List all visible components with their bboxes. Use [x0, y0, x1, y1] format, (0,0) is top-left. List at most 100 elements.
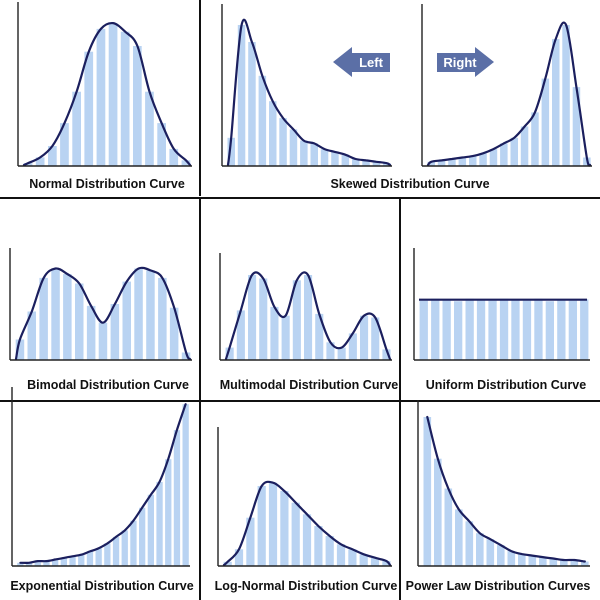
distribution-curve	[224, 271, 392, 361]
histogram-bar	[225, 347, 234, 360]
histogram-bar	[234, 549, 244, 566]
distribution-curve	[426, 415, 586, 563]
histogram-bar	[528, 555, 537, 566]
histogram-bar	[444, 488, 453, 566]
histogram-bar	[292, 280, 301, 360]
histogram-bar	[557, 300, 566, 360]
histogram-bar	[488, 300, 497, 360]
multimodal-distribution-chart	[219, 253, 392, 361]
histogram-bar	[326, 342, 335, 360]
histogram-bar	[181, 352, 191, 360]
histogram-bar	[454, 301, 463, 360]
histogram-bar	[157, 123, 166, 166]
histogram-bar	[331, 151, 339, 166]
histogram-bar	[112, 536, 120, 566]
histogram-bar	[60, 123, 69, 166]
histogram-bar	[581, 561, 589, 566]
histogram-bar	[419, 300, 428, 360]
histogram-bar	[423, 417, 432, 566]
normal-caption: Normal Distribution Curve	[29, 177, 185, 191]
histogram-bar	[110, 304, 120, 360]
histogram-bar	[43, 561, 50, 566]
histogram-bar	[15, 339, 25, 360]
left-arrow: Left	[333, 47, 390, 77]
histogram-bar	[120, 31, 130, 167]
histogram-bar	[60, 557, 67, 566]
histogram-bar	[382, 349, 391, 360]
histogram-bar	[281, 315, 290, 360]
histogram-bar	[372, 161, 381, 166]
exponential-distribution-chart	[11, 387, 190, 567]
histogram-bar	[139, 507, 146, 566]
histogram-bar	[63, 274, 72, 360]
histogram-bar	[545, 301, 554, 360]
histogram-bar	[181, 160, 191, 166]
histogram-bar	[315, 313, 324, 360]
histogram-bar	[133, 46, 142, 166]
uniform-caption: Uniform Distribution Curve	[426, 378, 586, 392]
histogram-bar	[270, 306, 279, 360]
histogram-bar	[108, 23, 118, 166]
histogram-bar	[84, 51, 94, 167]
histogram-bar	[359, 554, 368, 566]
left-skewed-chart	[421, 4, 592, 167]
histogram-bar	[280, 491, 289, 566]
histogram-bar	[534, 298, 543, 361]
histogram-bar	[341, 154, 350, 166]
histogram-bar	[500, 143, 508, 166]
histogram-bar	[134, 268, 143, 360]
histogram-bar	[48, 146, 57, 166]
histogram-bar	[223, 561, 232, 566]
histogram-bar	[289, 129, 298, 166]
histogram-bar	[520, 126, 529, 166]
histogram-bar	[51, 268, 60, 360]
histogram-bar	[383, 163, 391, 166]
histogram-bar	[489, 149, 498, 166]
uniform-distribution-chart	[413, 248, 590, 361]
histogram-bar	[336, 544, 346, 566]
histogram-bar	[182, 404, 189, 566]
histogram-bar	[35, 157, 45, 166]
histogram-bar	[86, 551, 94, 566]
histogram-bar	[486, 539, 495, 566]
histogram-bar	[268, 482, 278, 566]
histogram-bar	[442, 300, 451, 360]
histogram-bar	[17, 562, 24, 566]
histogram-bar	[52, 559, 59, 566]
histogram-bar	[320, 149, 329, 166]
exponential-caption: Exponential Distribution Curve	[10, 579, 193, 593]
histogram-bar	[371, 317, 380, 360]
histogram-bar	[302, 514, 312, 566]
histogram-bar	[549, 558, 558, 566]
histogram-bar	[156, 481, 163, 566]
histogram-bar	[122, 281, 131, 360]
histogram-bar	[130, 520, 137, 566]
histogram-bar	[469, 156, 477, 166]
left-arrow-label: Left	[359, 55, 384, 70]
multimodal-caption: Multimodal Distribution Curve	[220, 378, 399, 392]
histogram-bar	[522, 300, 532, 360]
right-arrow-label: Right	[443, 55, 477, 70]
histogram-bar	[145, 91, 154, 166]
histogram-bar	[437, 160, 446, 166]
histogram-bar	[72, 91, 81, 166]
histogram-bar	[325, 536, 334, 566]
histogram-bar	[476, 300, 486, 360]
normal-distribution-chart	[17, 2, 192, 167]
bimodal-caption: Bimodal Distribution Curve	[27, 378, 189, 392]
right-arrow-icon	[437, 47, 494, 77]
log-normal-distribution-chart	[217, 427, 392, 567]
histogram-bar	[173, 430, 181, 566]
histogram-bar	[362, 160, 370, 166]
histogram-bar	[269, 101, 277, 166]
log-normal-caption: Log-Normal Distribution Curve	[215, 579, 398, 593]
histogram-bar	[248, 275, 257, 360]
histogram-bar	[158, 277, 167, 360]
histogram-bar	[518, 554, 526, 566]
histogram-bar	[314, 526, 323, 566]
histogram-bar	[570, 560, 579, 566]
histogram-bar	[227, 137, 235, 166]
histogram-bar	[370, 557, 380, 566]
histogram-bar	[448, 159, 456, 166]
